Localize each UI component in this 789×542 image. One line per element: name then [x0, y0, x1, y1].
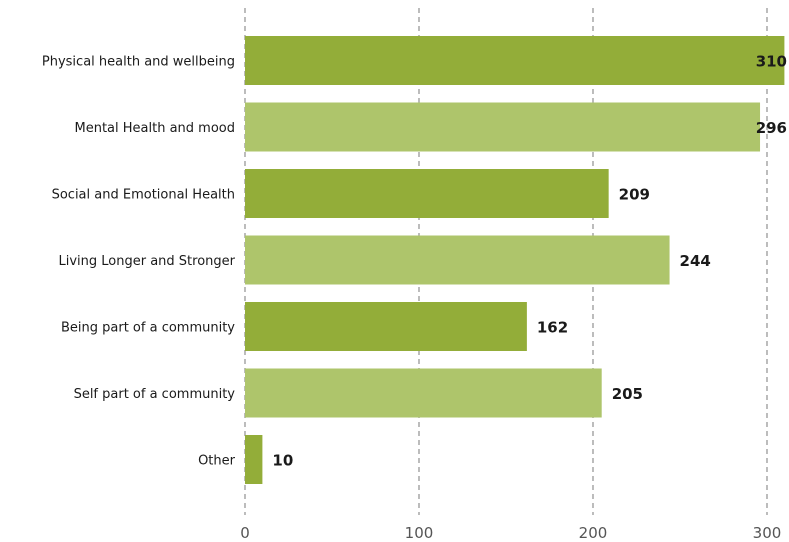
bar	[245, 368, 602, 418]
x-tick-label: 100	[405, 524, 434, 542]
category-label: Mental Health and mood	[75, 121, 236, 136]
bar	[245, 435, 263, 484]
bar	[245, 169, 609, 218]
value-label: 205	[612, 385, 643, 403]
bar	[245, 302, 527, 351]
value-label: 296	[756, 119, 787, 137]
bar	[245, 235, 670, 285]
category-label: Living Longer and Stronger	[58, 254, 235, 269]
category-label: Other	[198, 454, 236, 469]
value-label: 244	[680, 252, 711, 270]
value-label: 209	[619, 186, 650, 204]
category-label: Self part of a community	[74, 387, 236, 402]
category-labels: Physical health and wellbeing Mental Heal…	[42, 55, 236, 469]
category-label: Social and Emotional Health	[52, 188, 235, 203]
x-tick-label: 0	[240, 524, 250, 542]
bars	[245, 36, 785, 484]
x-axis-ticks: 0 100 200 300	[240, 524, 781, 542]
value-label: 162	[537, 319, 568, 337]
x-tick-label: 200	[579, 524, 608, 542]
bar	[245, 102, 761, 152]
value-label: 10	[272, 452, 293, 470]
category-label: Physical health and wellbeing	[42, 55, 235, 70]
value-label: 310	[756, 53, 787, 71]
bar	[245, 36, 785, 85]
category-label: Being part of a community	[61, 321, 235, 336]
value-labels: 310 296 209 244 162 205 10	[272, 53, 787, 470]
x-tick-label: 300	[753, 524, 782, 542]
